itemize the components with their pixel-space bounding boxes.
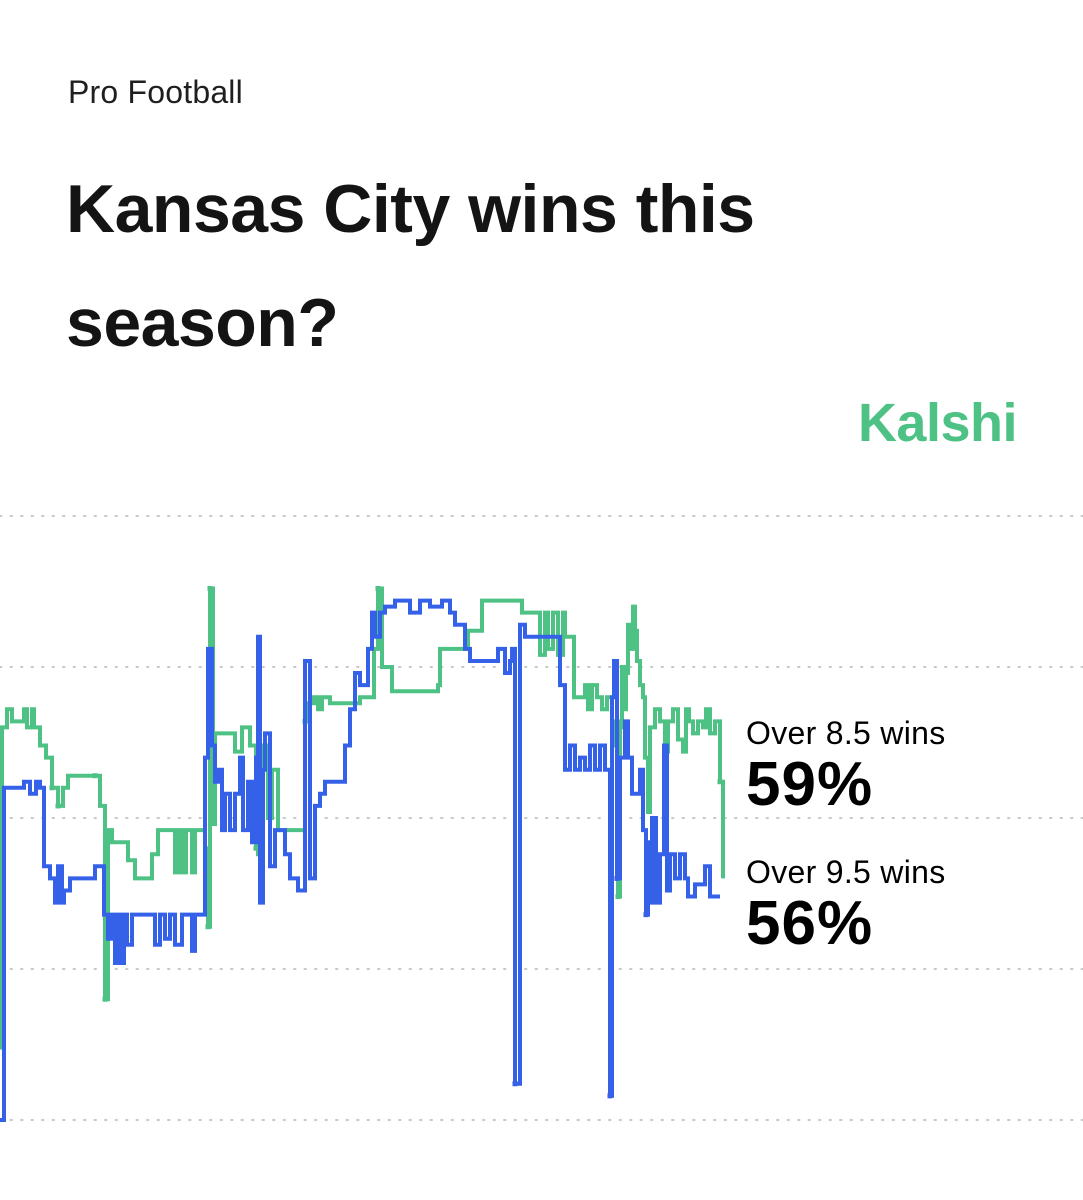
series-name-over-95: Over 9.5 wins [746,854,946,890]
data-point [92,773,98,779]
legend-over-95: Over 9.5 wins 56% [746,853,946,957]
data-point [614,875,620,881]
series-value-over-85: 59% [746,750,874,819]
brand-logo: Kalshi [857,393,1018,453]
data-point [253,845,259,851]
legend-over-85: Over 8.5 wins 59% [746,714,946,818]
data-point [607,1093,613,1099]
data-point [717,779,723,785]
series-lines [0,585,725,1122]
price-chart [0,515,1083,1122]
data-point [49,785,55,791]
series-value-over-95: 56% [746,889,874,958]
data-point [207,585,213,591]
series-line-over-95 [0,598,720,1122]
data-point [375,585,381,591]
data-point [512,1081,518,1087]
data-point [102,996,108,1002]
page-title: Kansas City wins this season? [66,171,755,361]
gridlines [0,515,1083,1121]
data-point [615,894,621,900]
data-point [205,924,211,930]
data-point [55,803,61,809]
series-line-over-85 [0,586,725,1050]
category-label: Pro Football [68,74,243,110]
data-point [643,912,649,918]
series-name-over-85: Over 8.5 wins [746,715,946,751]
